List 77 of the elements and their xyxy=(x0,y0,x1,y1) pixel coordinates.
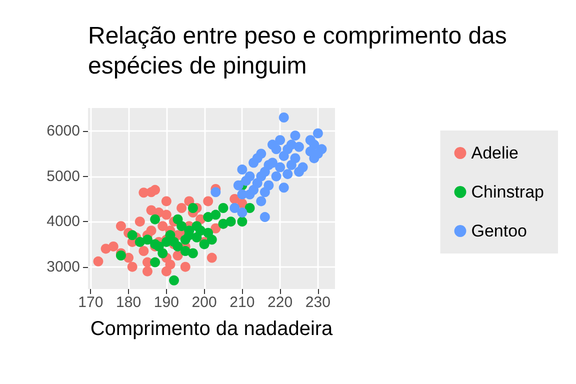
x-tick-label: 180 xyxy=(116,294,142,311)
point xyxy=(230,203,240,213)
point xyxy=(233,180,244,190)
point xyxy=(150,257,160,268)
y-tick-label: 4000 xyxy=(46,213,80,230)
point xyxy=(275,135,286,146)
point xyxy=(203,196,214,206)
point xyxy=(244,203,255,213)
point xyxy=(271,144,282,154)
x-tick-label: 170 xyxy=(78,294,104,311)
point xyxy=(260,212,270,222)
point xyxy=(116,221,126,232)
x-tick-label: 230 xyxy=(305,294,330,311)
point xyxy=(290,130,300,141)
point xyxy=(176,203,187,213)
point xyxy=(218,203,228,213)
point xyxy=(294,142,304,152)
point xyxy=(150,184,160,195)
point xyxy=(127,230,138,240)
point xyxy=(256,196,266,206)
legend-label: Gentoo xyxy=(471,222,528,240)
point xyxy=(146,226,156,236)
point xyxy=(116,250,126,261)
x-tick-label: 210 xyxy=(230,294,255,311)
point xyxy=(161,196,172,206)
point xyxy=(256,148,266,159)
point xyxy=(275,162,286,172)
x-axis-title: Comprimento da nadadeira xyxy=(90,318,334,340)
point xyxy=(188,203,198,213)
point xyxy=(158,221,168,232)
point xyxy=(134,216,145,227)
x-tick-label: 190 xyxy=(154,294,179,311)
point xyxy=(176,221,187,232)
point xyxy=(93,256,104,266)
y-tick-label: 6000 xyxy=(46,122,80,140)
chart-title: Relação entre peso e comprimento das espécies de pinguim xyxy=(88,22,507,80)
legend-label: Chinstrap xyxy=(471,182,544,202)
point xyxy=(268,158,278,168)
point xyxy=(180,262,190,272)
point xyxy=(278,112,289,122)
point xyxy=(108,241,118,252)
point xyxy=(298,162,308,172)
point xyxy=(150,214,160,224)
point xyxy=(172,241,183,252)
point xyxy=(271,171,282,182)
x-tick-label: 200 xyxy=(192,294,217,311)
y-tick-label: 3000 xyxy=(46,258,80,276)
point xyxy=(199,239,210,250)
point xyxy=(142,234,152,245)
point xyxy=(237,208,248,218)
point xyxy=(264,180,274,190)
y-tick-label: 5000 xyxy=(46,168,80,185)
point xyxy=(138,246,149,256)
point xyxy=(226,216,236,227)
point xyxy=(161,266,172,276)
point xyxy=(282,169,293,180)
point xyxy=(206,234,217,245)
point xyxy=(309,140,320,150)
point xyxy=(172,250,183,261)
point xyxy=(278,182,289,193)
x-tick-label: 220 xyxy=(268,294,293,311)
point xyxy=(237,216,248,227)
point xyxy=(290,153,300,164)
point xyxy=(206,252,217,263)
point xyxy=(169,275,179,286)
point xyxy=(161,210,172,220)
point xyxy=(210,187,221,198)
point xyxy=(312,128,323,138)
point xyxy=(316,144,327,154)
point xyxy=(188,248,198,258)
point xyxy=(237,164,248,175)
point xyxy=(127,262,138,272)
point xyxy=(210,210,221,220)
legend-label: Adelie xyxy=(471,144,519,162)
point xyxy=(142,266,152,276)
point xyxy=(158,248,168,258)
point xyxy=(244,171,255,182)
